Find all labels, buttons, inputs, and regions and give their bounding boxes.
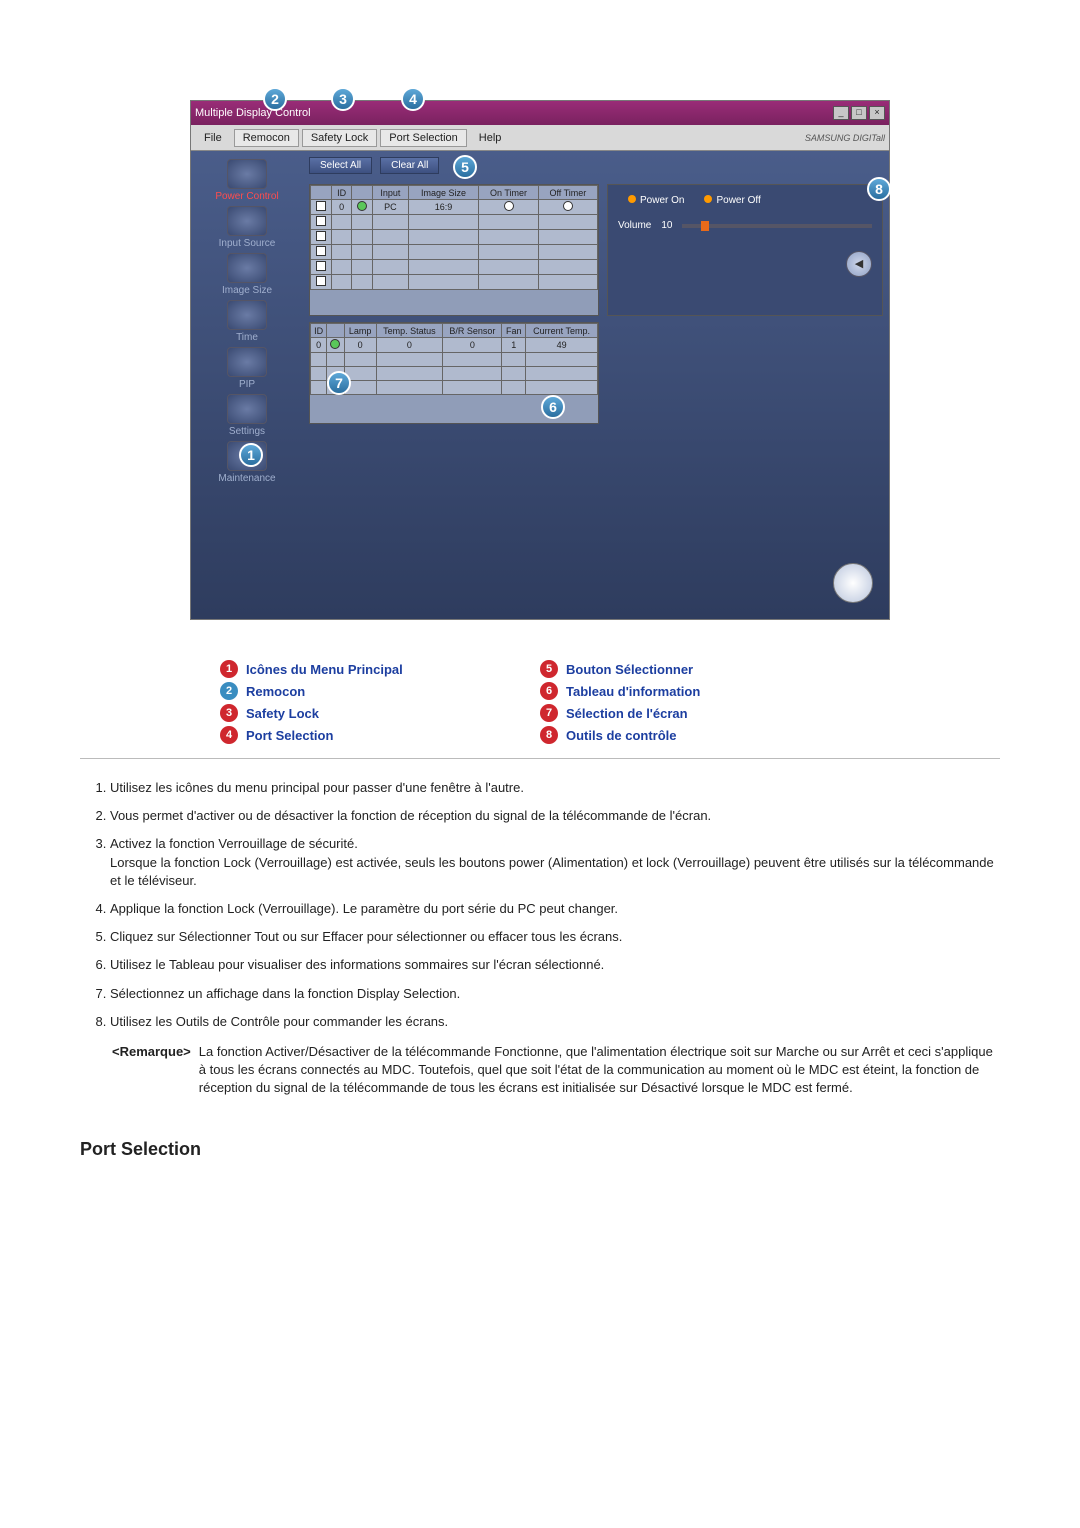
offtimer-radio (538, 200, 597, 215)
power-icon (227, 159, 267, 189)
status-dot (352, 200, 373, 215)
note-4: Applique la fonction Lock (Verrouillage)… (110, 900, 1000, 918)
legend-3: Safety Lock (246, 706, 319, 721)
callout-7: 7 (327, 371, 351, 395)
maximize-button[interactable]: □ (851, 106, 867, 120)
imagesize-icon (227, 253, 267, 283)
volume-label: Volume (618, 220, 651, 231)
window-buttons: _ □ × (833, 106, 885, 120)
brand-label: SAMSUNG DIGITall (805, 133, 885, 143)
main-area: Select All Clear All ID Input Image Size (303, 151, 889, 619)
callout-5: 5 (453, 155, 477, 179)
time-icon (227, 300, 267, 330)
sidebar-power-control[interactable]: Power Control (195, 159, 299, 202)
pip-icon (227, 347, 267, 377)
legend-4: Port Selection (246, 728, 333, 743)
legend: 1Icônes du Menu Principal 2Remocon 3Safe… (80, 660, 1000, 748)
app-screenshot: 2 3 4 5 6 7 8 1 Multiple Display Control… (190, 100, 890, 620)
menubar: File Remocon Safety Lock Port Selection … (191, 125, 889, 151)
titlebar: Multiple Display Control _ □ × (191, 101, 889, 125)
close-button[interactable]: × (869, 106, 885, 120)
port-selection-heading: Port Selection (80, 1139, 1000, 1160)
legend-7: Sélection de l'écran (566, 706, 688, 721)
playback-controls: ◀ (618, 251, 872, 277)
volume-row: Volume 10 (618, 220, 872, 231)
separator (80, 758, 1000, 759)
titlebar-text: Multiple Display Control (195, 107, 311, 119)
menu-file[interactable]: File (195, 129, 231, 147)
bottom-area (309, 430, 883, 613)
minimize-button[interactable]: _ (833, 106, 849, 120)
menu-help[interactable]: Help (470, 129, 511, 147)
power-on-button[interactable]: Power On (628, 195, 684, 206)
sidebar-image-size[interactable]: Image Size (195, 253, 299, 296)
menu-safety[interactable]: Safety Lock (302, 129, 377, 147)
legend-5: Bouton Sélectionner (566, 662, 693, 677)
legend-1: Icônes du Menu Principal (246, 662, 403, 677)
info-icon[interactable] (833, 563, 873, 603)
sidebar-time[interactable]: Time (195, 300, 299, 343)
remarque-text: La fonction Activer/Désactiver de la tél… (199, 1044, 993, 1095)
remarque: <Remarque> La fonction Activer/Désactive… (110, 1041, 1000, 1100)
select-all-button[interactable]: Select All (309, 157, 372, 174)
callout-4: 4 (401, 87, 425, 111)
input-icon (227, 206, 267, 236)
note-2: Vous permet d'activer ou de désactiver l… (110, 807, 1000, 825)
callout-1: 1 (239, 443, 263, 467)
clear-all-button[interactable]: Clear All (380, 157, 439, 174)
note-3: Activez la fonction Verrouillage de sécu… (110, 835, 1000, 890)
window-body: Power Control Input Source Image Size Ti… (191, 151, 889, 619)
legend-2: Remocon (246, 684, 305, 699)
legend-6: Tableau d'information (566, 684, 700, 699)
power-off-button[interactable]: Power Off (704, 195, 760, 206)
control-panel: Power On Power Off Volume 10 ◀ (607, 184, 883, 316)
callout-8: 8 (867, 177, 891, 201)
bottom-panel-row: ID Lamp Temp. Status B/R Sensor Fan Curr… (309, 322, 883, 424)
sidebar-pip[interactable]: PIP (195, 347, 299, 390)
top-panel-row: ID Input Image Size On Timer Off Timer 0 (309, 184, 883, 316)
remarque-label: <Remarque> (112, 1044, 191, 1059)
status-dot-2 (327, 338, 344, 353)
note-6: Utilisez le Tableau pour visualiser des … (110, 956, 1000, 974)
legend-8: Outils de contrôle (566, 728, 677, 743)
volume-slider[interactable] (682, 224, 872, 228)
note-8: Utilisez les Outils de Contrôle pour com… (110, 1013, 1000, 1031)
callout-6: 6 (541, 395, 565, 419)
sidebar-settings[interactable]: Settings (195, 394, 299, 437)
note-7: Sélectionnez un affichage dans la foncti… (110, 985, 1000, 1003)
volume-value: 10 (661, 220, 672, 231)
note-5: Cliquez sur Sélectionner Tout ou sur Eff… (110, 928, 1000, 946)
ontimer-radio (479, 200, 538, 215)
notes-list: Utilisez les icônes du menu principal po… (80, 779, 1000, 1031)
sidebar-input-source[interactable]: Input Source (195, 206, 299, 249)
display-table: ID Input Image Size On Timer Off Timer 0 (309, 184, 599, 316)
settings-icon (227, 394, 267, 424)
menu-port[interactable]: Port Selection (380, 129, 466, 147)
callout-3: 3 (331, 87, 355, 111)
page: 2 3 4 5 6 7 8 1 Multiple Display Control… (0, 0, 1080, 1200)
sidebar: Power Control Input Source Image Size Ti… (191, 151, 303, 619)
row-checkbox[interactable] (311, 200, 332, 215)
callout-2: 2 (263, 87, 287, 111)
toolbar: Select All Clear All (309, 157, 883, 174)
note-1: Utilisez les icônes du menu principal po… (110, 779, 1000, 797)
menu-remocon[interactable]: Remocon (234, 129, 299, 147)
play-button[interactable]: ◀ (846, 251, 872, 277)
